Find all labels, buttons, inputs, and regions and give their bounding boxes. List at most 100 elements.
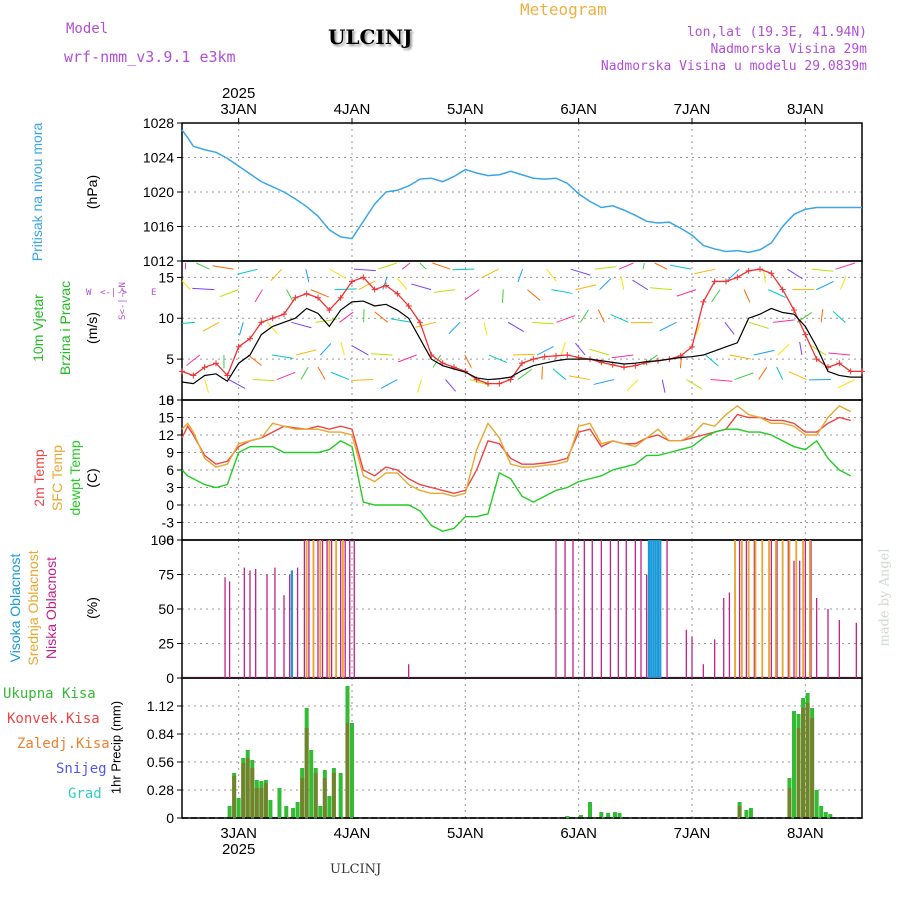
- ytick-label: 12: [158, 427, 174, 443]
- ytick-label: 0: [166, 810, 174, 826]
- pressure-line: [181, 129, 862, 254]
- wind-arrow: [483, 322, 488, 336]
- wind-arrow: [532, 321, 555, 325]
- precip-convective-bar: [245, 758, 250, 818]
- precip-total-bar: [792, 711, 796, 818]
- wind-arrow: [552, 368, 567, 380]
- bottom-year-label: 2025: [222, 841, 255, 858]
- wind-arrow: [642, 354, 658, 366]
- precip-total-bar: [748, 808, 753, 818]
- precip-convective-bar: [254, 788, 259, 818]
- wind-arrow: [212, 265, 234, 270]
- ytick-label: 1016: [143, 219, 174, 235]
- precip-total-bar: [291, 808, 296, 818]
- precip-convective-bar: [263, 783, 268, 818]
- precip-total-bar: [599, 812, 604, 818]
- precip-total-bar: [578, 815, 583, 818]
- ytick-label: 0.28: [147, 782, 174, 798]
- ytick-label: 50: [158, 601, 174, 617]
- top-day-label: 5JAN: [447, 101, 484, 118]
- precip-convective-bar: [810, 718, 815, 818]
- ytick-label: 1.12: [147, 698, 174, 714]
- bottom-day-label: 8JAN: [787, 825, 824, 842]
- wind-arrow: [237, 268, 258, 275]
- wind-arrow: [659, 321, 677, 332]
- precip-total-bar: [295, 802, 300, 818]
- bottom-day-label: 7JAN: [674, 825, 711, 842]
- wind-arrow: [828, 352, 851, 356]
- wind-arrow: [374, 311, 389, 323]
- wind-arrow: [599, 277, 612, 290]
- wind-arrow: [568, 375, 591, 381]
- precip-total-bar: [327, 796, 332, 818]
- wind-arrow: [551, 289, 573, 294]
- precip-total-bar: [277, 788, 282, 818]
- top-day-label: 6JAN: [560, 101, 597, 118]
- wind-arrow: [339, 311, 354, 323]
- ytick-label: 25: [158, 636, 174, 652]
- wind-arrow: [575, 342, 586, 356]
- wind-arrow: [832, 310, 846, 323]
- wind-arrow: [597, 309, 605, 323]
- precip-convective-bar: [801, 708, 806, 818]
- bottom-day-label: 3JAN: [220, 825, 257, 842]
- wind-arrow: [618, 262, 634, 270]
- wind-arrow: [611, 354, 634, 359]
- precip-total-bar: [309, 750, 314, 818]
- ytick-label: 0: [166, 392, 174, 408]
- bottom-day-label: 5JAN: [447, 825, 484, 842]
- altitude-label: Nadmorska Visina 29m: [710, 42, 867, 57]
- wind-arrow: [204, 379, 209, 393]
- precip-total-bar: [819, 806, 824, 818]
- wind-arrow: [411, 283, 432, 291]
- wind-arrow: [464, 289, 480, 301]
- wind-arrow: [695, 322, 702, 336]
- precip-total-bar: [814, 790, 819, 818]
- wind-arrow: [330, 371, 350, 381]
- precip-convective-bar: [304, 728, 309, 818]
- panel-frame: [181, 677, 863, 819]
- wind-arrow: [340, 341, 345, 356]
- wind-arrow: [286, 289, 294, 303]
- wind-arrow: [195, 262, 210, 270]
- wind-arrow: [507, 321, 525, 333]
- model-label: Model: [66, 21, 109, 37]
- wind-arrow: [570, 268, 591, 276]
- ytick-label: 1024: [143, 150, 174, 166]
- ytick-label: -6: [162, 532, 175, 548]
- wind-arrow: [705, 354, 719, 367]
- ytick-label: 0.84: [147, 726, 174, 742]
- precip-convective-bar: [232, 776, 237, 818]
- wind-arrow: [676, 289, 697, 297]
- bottom-day-label: 4JAN: [334, 825, 371, 842]
- wind-arrow: [546, 268, 557, 282]
- wind-arrow: [419, 262, 427, 270]
- wind-arrow: [181, 321, 196, 324]
- wind-arrow: [310, 289, 330, 298]
- precip-convective-bar: [331, 773, 336, 818]
- wind-arrow: [758, 367, 768, 380]
- wind-arrow: [291, 321, 312, 329]
- top-day-label: 4JAN: [334, 101, 371, 118]
- wind-arrow: [181, 280, 191, 290]
- top-day-label: 3JAN: [220, 101, 257, 118]
- compass-horizontal: <-|->: [100, 288, 128, 298]
- wind-arrow: [575, 284, 597, 291]
- precip-total-bar: [823, 812, 828, 818]
- model-altitude-label: Nadmorska Visina u modelu 29.0839m: [600, 59, 867, 74]
- wind-arrow: [192, 287, 215, 291]
- compass-e: E: [151, 288, 157, 298]
- legend-convective-rain: Konvek.Kisa: [7, 711, 100, 727]
- legend-hail: Grad: [68, 786, 102, 802]
- precip-total-bar: [268, 800, 273, 818]
- wind-arrow: [334, 288, 357, 291]
- wind-arrow: [642, 262, 645, 270]
- legend-total-rain: Ukupna Kisa: [3, 686, 96, 702]
- wind-arrow: [238, 322, 244, 336]
- wind-arrow: [589, 348, 610, 356]
- ytick-label: 1012: [143, 253, 174, 269]
- wind-arrow: [840, 276, 847, 290]
- wind-arrow: [397, 354, 417, 363]
- wind-arrow: [748, 321, 769, 329]
- ytick-label: 9: [166, 445, 174, 461]
